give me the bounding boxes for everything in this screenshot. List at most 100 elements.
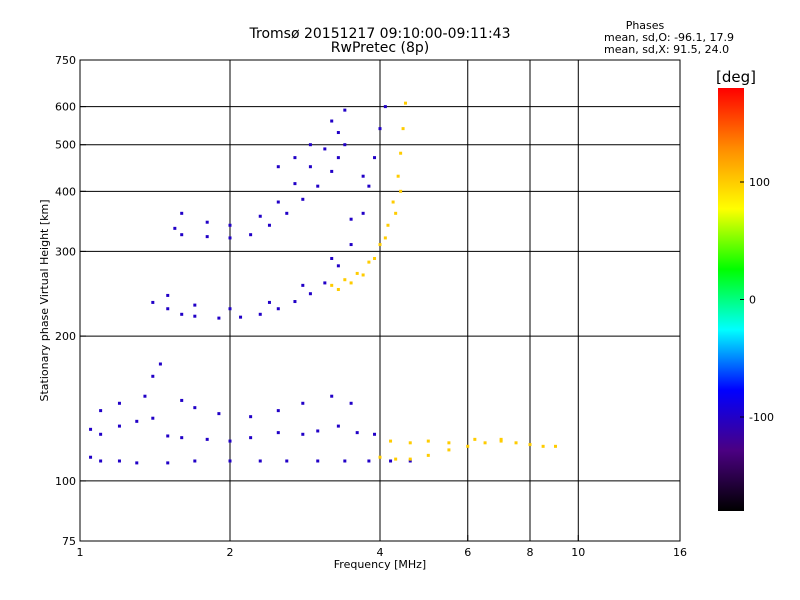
legend-x-stats: mean, sd,X: 91.5, 24.0 [604, 43, 730, 56]
echo-point [378, 127, 382, 131]
y-tick-label: 200 [55, 330, 76, 343]
echo-point [373, 256, 377, 260]
y-tick-label: 500 [55, 139, 76, 152]
echo-point [336, 424, 340, 428]
echo-point [228, 307, 232, 311]
echo-point [228, 223, 232, 227]
echo-point [367, 184, 371, 188]
echo-point [193, 459, 197, 463]
x-tick-label: 6 [464, 546, 471, 559]
echo-point [330, 283, 334, 287]
echo-point [258, 312, 262, 316]
echo-point [473, 437, 477, 441]
x-tick-label: 10 [571, 546, 585, 559]
echo-point [117, 459, 121, 463]
echo-point [166, 461, 170, 465]
echo-point [135, 419, 139, 423]
echo-point [99, 432, 103, 436]
x-tick-label: 16 [673, 546, 687, 559]
echo-point [396, 174, 400, 178]
echo-point [378, 455, 382, 459]
echo-point [343, 108, 347, 112]
echo-point [447, 441, 451, 445]
echo-point [228, 459, 232, 463]
x-tick-label: 1 [77, 546, 84, 559]
echo-point [285, 211, 289, 215]
echo-point [180, 312, 184, 316]
echo-point [386, 223, 390, 227]
echo-point [391, 200, 395, 204]
echo-point [205, 437, 209, 441]
x-axis-label: Frequency [MHz] [334, 558, 426, 571]
echo-point [151, 374, 155, 378]
x-tick-label: 4 [377, 546, 384, 559]
echo-point [394, 457, 398, 461]
echo-point [383, 236, 387, 240]
y-tick-label: 75 [62, 535, 76, 548]
y-tick-label: 750 [55, 54, 76, 67]
y-axis-label: Stationary phase Virtual Height [km] [38, 199, 51, 401]
echo-point [466, 444, 470, 448]
echo-point [389, 459, 393, 463]
echo-point [499, 437, 503, 441]
echo-point [316, 429, 320, 433]
echo-point [367, 260, 371, 264]
echo-point [349, 401, 353, 405]
echo-point [408, 441, 412, 445]
echo-point [373, 156, 377, 160]
echo-point [205, 220, 209, 224]
echo-point [330, 256, 334, 260]
echo-point [528, 443, 532, 447]
echo-point [343, 143, 347, 147]
echo-point [173, 226, 177, 230]
y-tick-label: 400 [55, 185, 76, 198]
echo-point [180, 211, 184, 215]
echo-point [349, 243, 353, 247]
colorbar-label: [deg] [716, 68, 756, 86]
echo-point [373, 432, 377, 436]
echo-point [276, 165, 280, 169]
echo-point [330, 169, 334, 173]
echo-point [117, 401, 121, 405]
echo-point [499, 439, 503, 443]
echo-point [308, 165, 312, 169]
echo-point [426, 439, 430, 443]
echo-point [293, 156, 297, 160]
echo-point [267, 300, 271, 304]
echo-point [166, 307, 170, 311]
chart-subtitle: RwPretec (8p) [330, 40, 430, 56]
echo-point [514, 441, 518, 445]
echo-point [361, 211, 365, 215]
echo-point [276, 431, 280, 435]
echo-point [99, 459, 103, 463]
echo-point [249, 436, 253, 440]
echo-point [349, 281, 353, 285]
y-tick-label: 100 [55, 475, 76, 488]
echo-point [389, 439, 393, 443]
echo-point [258, 214, 262, 218]
echo-point [143, 394, 147, 398]
x-tick-label: 8 [527, 546, 534, 559]
echo-point [193, 303, 197, 307]
echo-point [135, 461, 139, 465]
echo-point [343, 278, 347, 282]
colorbar-tick-label: 100 [749, 176, 770, 189]
echo-point [403, 101, 407, 105]
echo-point [361, 273, 365, 277]
echo-point [217, 412, 221, 416]
echo-point [158, 362, 162, 366]
echo-point [193, 406, 197, 410]
echo-point [308, 143, 312, 147]
echo-point [408, 459, 412, 463]
echo-point [408, 457, 412, 461]
echo-point [447, 448, 451, 452]
echo-point [228, 236, 232, 240]
echo-point [180, 436, 184, 440]
echo-point [249, 415, 253, 419]
echo-point [151, 300, 155, 304]
echo-point [355, 431, 359, 435]
echo-point [336, 287, 340, 291]
echo-point [205, 235, 209, 239]
echo-point [151, 416, 155, 420]
